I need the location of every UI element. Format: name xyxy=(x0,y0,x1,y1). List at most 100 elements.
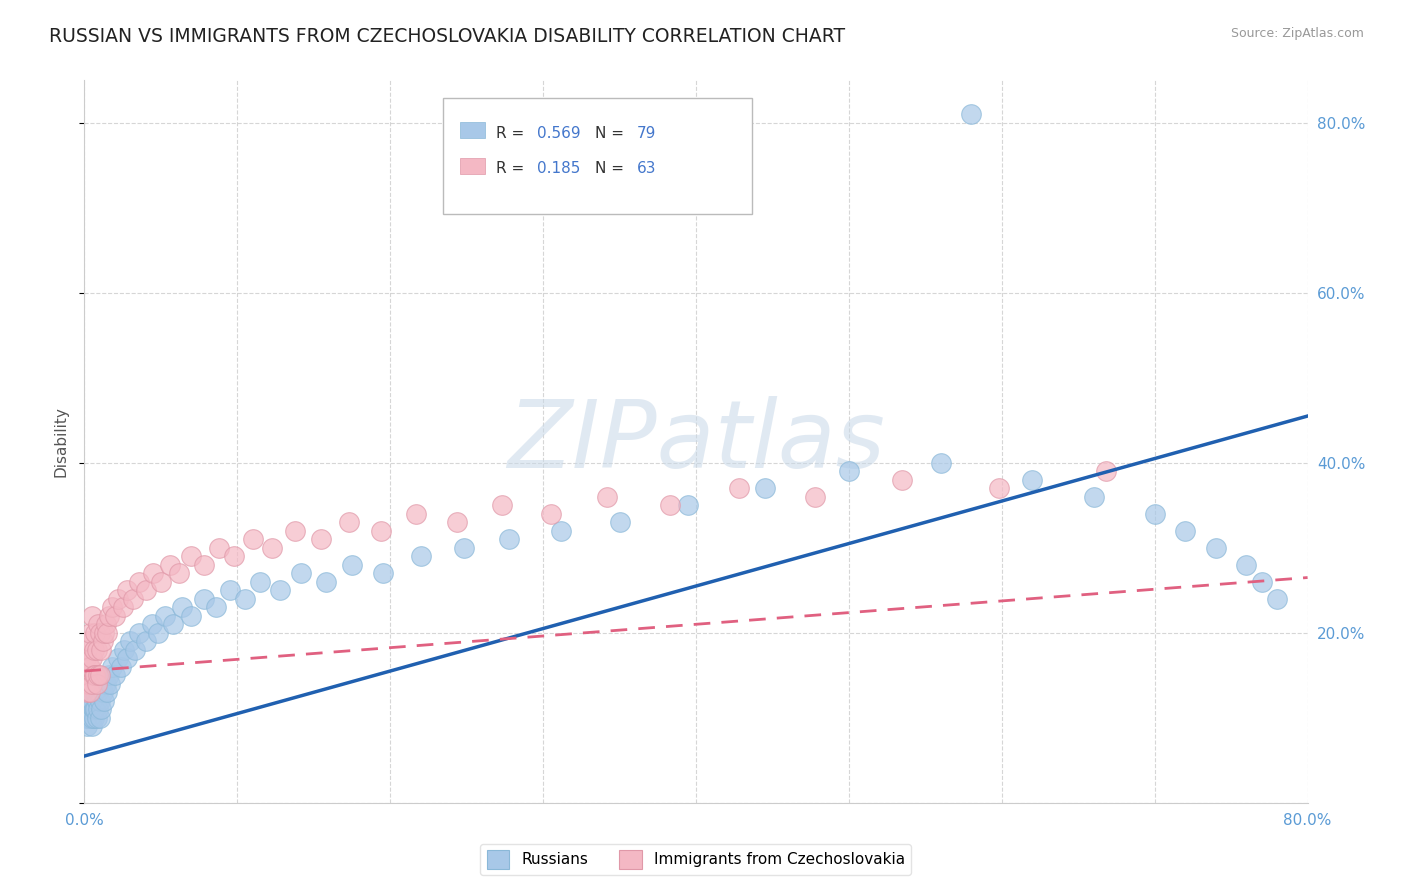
Point xyxy=(540,507,562,521)
Point xyxy=(128,625,150,640)
Point xyxy=(128,574,150,589)
Point xyxy=(124,642,146,657)
Point xyxy=(93,694,115,708)
Y-axis label: Disability: Disability xyxy=(53,406,69,477)
Point xyxy=(80,719,103,733)
Point xyxy=(491,498,513,512)
Point xyxy=(79,711,101,725)
Point xyxy=(111,600,134,615)
Point xyxy=(86,694,108,708)
Point xyxy=(76,642,98,657)
Point xyxy=(84,668,107,682)
Text: 0.185: 0.185 xyxy=(537,161,581,177)
Point xyxy=(1236,558,1258,572)
Point xyxy=(104,608,127,623)
Point xyxy=(83,642,105,657)
Point xyxy=(409,549,432,564)
Point xyxy=(77,685,100,699)
Point xyxy=(89,668,111,682)
Point xyxy=(242,533,264,547)
Point xyxy=(87,668,110,682)
Point xyxy=(104,668,127,682)
Point xyxy=(141,617,163,632)
Point xyxy=(727,481,749,495)
Point xyxy=(1250,574,1272,589)
Point xyxy=(75,702,97,716)
Point xyxy=(224,549,246,564)
Point xyxy=(1174,524,1197,538)
Text: R =: R = xyxy=(496,126,530,141)
Point xyxy=(205,600,228,615)
Point xyxy=(146,625,169,640)
Point xyxy=(87,685,110,699)
Point xyxy=(1265,591,1288,606)
Point xyxy=(405,507,427,521)
Point xyxy=(115,583,138,598)
Text: 63: 63 xyxy=(637,161,657,177)
Point xyxy=(269,583,291,598)
Point xyxy=(1083,490,1105,504)
Point xyxy=(311,533,333,547)
Point xyxy=(891,473,914,487)
Point xyxy=(193,558,215,572)
Point xyxy=(193,591,215,606)
Point xyxy=(159,558,181,572)
Point xyxy=(208,541,231,555)
Point xyxy=(98,677,121,691)
Point xyxy=(76,685,98,699)
Point xyxy=(96,685,118,699)
Point xyxy=(659,498,682,512)
Point xyxy=(609,516,631,530)
Point xyxy=(83,685,105,699)
Point xyxy=(101,600,124,615)
Point xyxy=(550,524,572,538)
Point xyxy=(84,702,107,716)
Point xyxy=(75,711,97,725)
Point xyxy=(1094,464,1116,478)
Point xyxy=(84,685,107,699)
Point xyxy=(86,642,108,657)
Point xyxy=(838,464,860,478)
Point xyxy=(337,516,360,530)
Point xyxy=(77,694,100,708)
Point xyxy=(79,685,101,699)
Point xyxy=(1021,473,1043,487)
Point xyxy=(89,711,111,725)
Point xyxy=(91,634,114,648)
Point xyxy=(101,660,124,674)
Point xyxy=(290,566,312,581)
Point xyxy=(90,642,112,657)
Point xyxy=(86,711,108,725)
Point xyxy=(79,685,101,699)
Point xyxy=(83,711,105,725)
Point xyxy=(115,651,138,665)
Text: N =: N = xyxy=(595,161,628,177)
Point xyxy=(89,694,111,708)
Text: 79: 79 xyxy=(637,126,657,141)
Point xyxy=(76,719,98,733)
Point xyxy=(77,660,100,674)
Point xyxy=(249,574,271,589)
Point xyxy=(112,642,135,657)
Point xyxy=(135,583,157,598)
Point xyxy=(80,651,103,665)
Point xyxy=(87,617,110,632)
Point xyxy=(678,498,700,512)
Point xyxy=(135,634,157,648)
Point xyxy=(96,625,118,640)
Point xyxy=(987,481,1010,495)
Point xyxy=(76,702,98,716)
Point xyxy=(77,634,100,648)
Point xyxy=(83,702,105,716)
Point xyxy=(155,608,177,623)
Point xyxy=(83,668,105,682)
Point xyxy=(77,702,100,716)
Point xyxy=(76,685,98,699)
Point xyxy=(76,711,98,725)
Point xyxy=(120,634,142,648)
Point xyxy=(107,591,129,606)
Point xyxy=(93,625,115,640)
Point xyxy=(86,677,108,691)
Point xyxy=(167,566,190,581)
Point xyxy=(960,107,983,121)
